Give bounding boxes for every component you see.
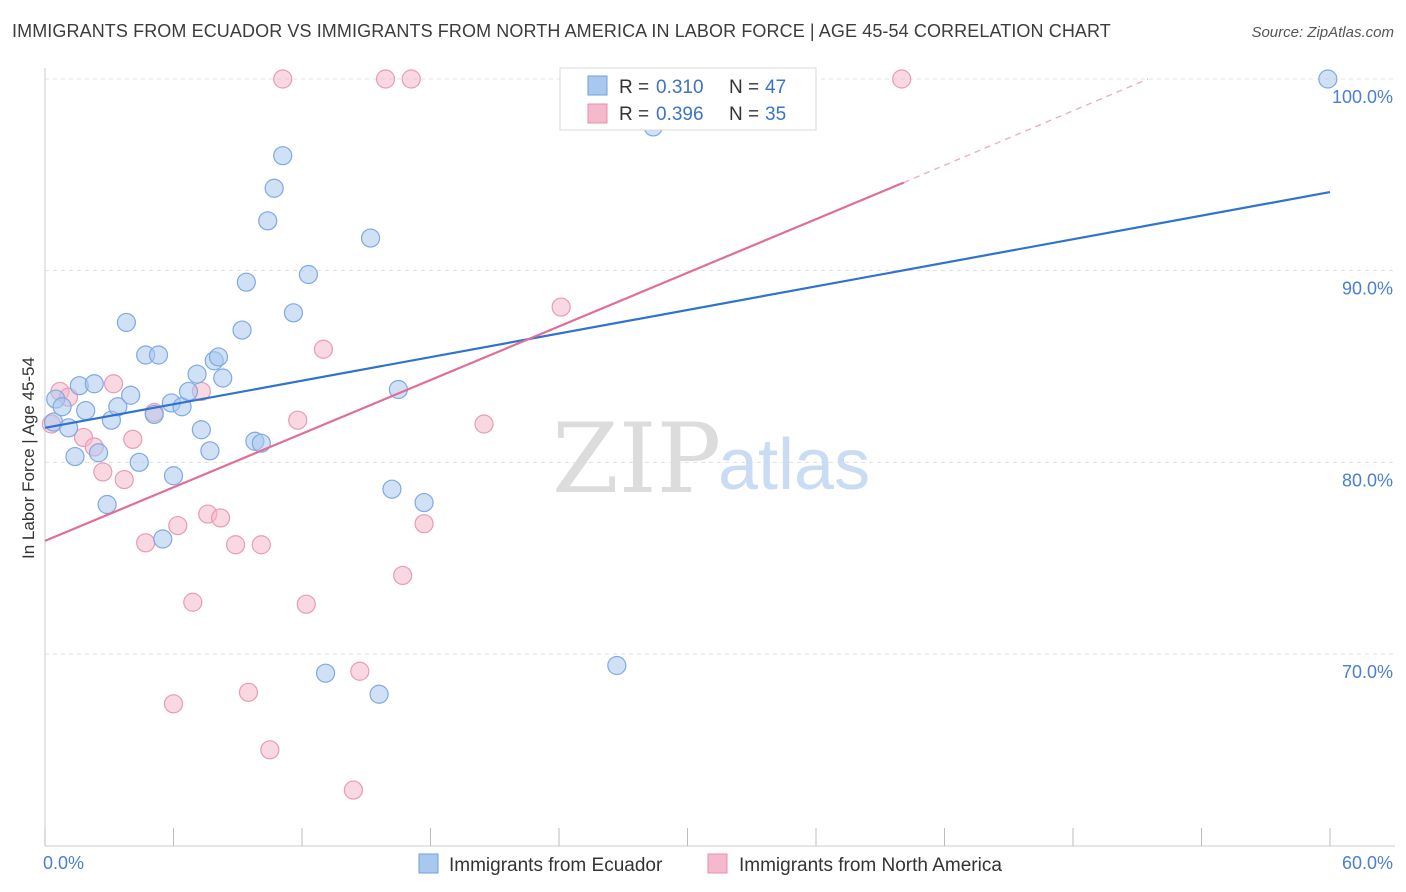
- point-ecuador: [121, 385, 141, 405]
- point-ecuador: [144, 404, 164, 425]
- legend-n-value: 35: [765, 104, 786, 125]
- point-ecuador: [52, 397, 72, 417]
- point-ecuador: [382, 479, 402, 499]
- point-ecuador: [65, 446, 85, 467]
- point-north-america: [273, 69, 293, 89]
- legend-swatch-ecuador: [587, 75, 608, 96]
- trend-line-north-america: [44, 181, 905, 542]
- point-ecuador: [88, 443, 109, 463]
- stats-legend: R = 0.310 N = 47 R = 0.396 N = 35: [559, 67, 817, 131]
- point-ecuador: [360, 228, 381, 248]
- point-north-america: [226, 535, 246, 555]
- axes: [44, 68, 1395, 847]
- point-north-america: [251, 535, 271, 555]
- point-ecuador: [273, 146, 293, 166]
- series-legend: Immigrants from Ecuador Immigrants from …: [418, 853, 1002, 876]
- series-north-america-points: [41, 69, 912, 800]
- watermark-zip: ZIP: [552, 403, 721, 515]
- point-ecuador: [200, 441, 220, 461]
- trend-lines: [44, 78, 1331, 542]
- bottom-legend-swatch-ecuador: [418, 853, 439, 874]
- legend-n-label: N =: [729, 104, 759, 125]
- point-ecuador: [236, 272, 256, 292]
- point-ecuador: [298, 264, 319, 285]
- point-ecuador: [163, 466, 184, 486]
- legend-n-value: 47: [765, 77, 786, 98]
- point-ecuador: [76, 400, 96, 421]
- point-ecuador: [187, 364, 207, 384]
- y-tick-label: 70.0%: [1342, 662, 1393, 682]
- point-ecuador: [258, 211, 278, 231]
- legend-swatch-north-america: [587, 103, 608, 124]
- point-north-america: [136, 533, 156, 553]
- trend-line-ecuador: [44, 191, 1331, 429]
- legend-r-label: R =: [619, 77, 649, 98]
- bottom-legend-label-ecuador: Immigrants from Ecuador: [449, 855, 663, 876]
- point-ecuador: [129, 452, 149, 472]
- point-north-america: [350, 661, 370, 681]
- point-ecuador: [148, 345, 169, 365]
- point-north-america: [296, 594, 316, 614]
- point-north-america: [474, 414, 494, 434]
- point-ecuador: [97, 494, 117, 515]
- point-ecuador: [232, 320, 252, 340]
- y-tick-labels: 70.0% 80.0% 90.0% 100.0%: [1332, 87, 1393, 682]
- point-north-america: [211, 508, 231, 528]
- legend-r-label: R =: [619, 104, 649, 125]
- point-ecuador: [208, 347, 229, 367]
- point-north-america: [393, 565, 413, 586]
- point-ecuador: [178, 381, 199, 402]
- point-ecuador: [191, 420, 211, 440]
- bottom-legend-swatch-north-america: [707, 853, 728, 874]
- watermark-atlas: atlas: [718, 425, 870, 505]
- point-ecuador: [369, 684, 389, 704]
- point-north-america: [163, 694, 184, 714]
- y-tick-label: 90.0%: [1342, 279, 1393, 299]
- point-north-america: [313, 339, 334, 359]
- point-north-america: [343, 780, 363, 800]
- point-ecuador: [84, 374, 104, 394]
- point-north-america: [401, 69, 421, 89]
- point-north-america: [892, 69, 912, 89]
- point-ecuador: [213, 368, 233, 388]
- x-tick-label: 0.0%: [43, 853, 84, 873]
- point-north-america: [551, 297, 571, 317]
- legend-r-value: 0.310: [656, 77, 704, 98]
- point-north-america: [238, 682, 259, 702]
- point-ecuador: [108, 397, 128, 417]
- source-label: Source: ZipAtlas.com: [1251, 24, 1394, 41]
- point-ecuador: [1318, 69, 1338, 89]
- point-ecuador: [283, 303, 304, 323]
- chart-title: IMMIGRANTS FROM ECUADOR VS IMMIGRANTS FR…: [12, 21, 1111, 41]
- point-north-america: [260, 740, 280, 760]
- y-axis-label: In Labor Force | Age 45-54: [19, 357, 38, 559]
- legend-n-label: N =: [729, 77, 759, 98]
- point-north-america: [288, 410, 308, 430]
- point-ecuador: [264, 178, 284, 198]
- point-north-america: [123, 429, 143, 449]
- point-north-america: [103, 374, 124, 394]
- point-ecuador: [414, 492, 434, 513]
- trend-line-north-america-extension: [903, 78, 1149, 184]
- y-tick-label: 80.0%: [1342, 470, 1393, 490]
- point-north-america: [168, 515, 188, 536]
- series-ecuador-points: [43, 69, 1338, 704]
- point-north-america: [414, 514, 434, 534]
- point-ecuador: [607, 655, 627, 676]
- grid-lines: [45, 78, 1395, 655]
- x-tick-labels: 0.0% 60.0%: [43, 853, 1393, 873]
- bottom-legend-label-north-america: Immigrants from North America: [739, 855, 1002, 876]
- point-north-america: [93, 462, 113, 482]
- point-ecuador: [153, 529, 173, 549]
- x-tick-label: 60.0%: [1342, 853, 1393, 873]
- point-north-america: [375, 69, 396, 89]
- point-ecuador: [315, 663, 336, 683]
- point-ecuador: [116, 312, 136, 333]
- y-tick-label: 100.0%: [1332, 87, 1393, 107]
- legend-r-value: 0.396: [656, 104, 704, 125]
- point-north-america: [183, 592, 203, 612]
- point-north-america: [114, 469, 134, 490]
